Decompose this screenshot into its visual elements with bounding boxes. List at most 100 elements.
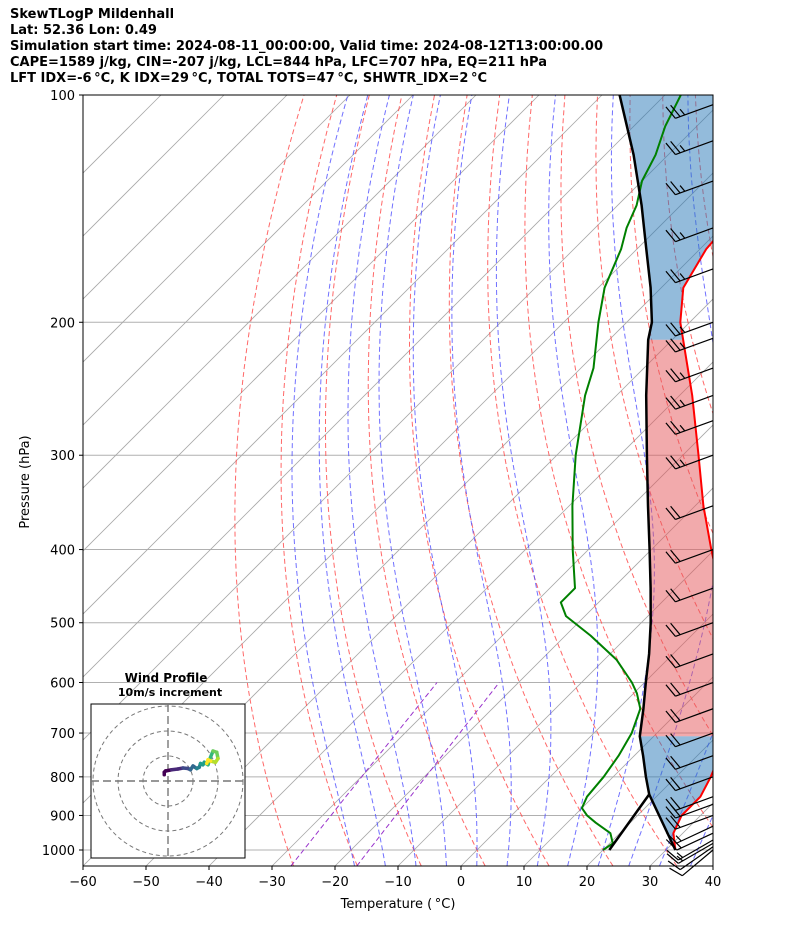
isotherm-line <box>712 865 713 866</box>
wind-barb <box>669 849 714 877</box>
dry-adiabat <box>325 95 422 866</box>
mixing-ratio-line <box>356 682 500 866</box>
isotherm-line <box>83 95 603 615</box>
y-tick-label: 1000 <box>42 844 75 859</box>
dry-adiabat <box>487 95 678 866</box>
wind-barb <box>665 268 714 284</box>
dewpoint-line <box>559 95 682 851</box>
y-tick-label: 300 <box>50 449 75 464</box>
moist-adiabat <box>412 95 478 866</box>
x-tick-label: −40 <box>195 875 222 890</box>
hodograph-segment <box>205 758 210 766</box>
moist-adiabat <box>318 95 386 866</box>
isotherm-line <box>208 361 713 866</box>
indices-line-2: LFT IDX=-6 °C, K IDX=29 °C, TOTAL TOTS=4… <box>10 71 488 86</box>
wind-barb <box>665 420 714 435</box>
parcel-line <box>608 95 654 851</box>
dry-adiabat <box>409 95 550 866</box>
moist-adiabat <box>378 95 447 866</box>
hodograph-title: Wind Profile <box>125 671 208 685</box>
wind-barb <box>665 367 714 383</box>
moist-adiabat <box>347 95 417 866</box>
dry-adiabat <box>448 95 614 866</box>
wind-barb <box>666 839 714 861</box>
y-tick-label: 700 <box>50 727 75 742</box>
dry-adiabat <box>524 95 713 829</box>
moist-adiabat <box>628 95 713 866</box>
y-tick-label: 600 <box>50 677 75 692</box>
dry-adiabat <box>367 95 486 866</box>
isotherm-line <box>460 613 713 866</box>
wind-barb <box>665 622 714 637</box>
wind-barb <box>665 505 714 521</box>
wind-barb <box>665 653 714 669</box>
time-line: Simulation start time: 2024-08-11_00:00:… <box>10 39 603 54</box>
y-tick-label: 400 <box>50 544 75 559</box>
wind-barb <box>665 548 714 564</box>
wind-barb <box>665 814 714 830</box>
x-tick-label: 40 <box>705 875 722 890</box>
isotherm-line <box>83 95 351 363</box>
wind-barb <box>665 755 714 770</box>
wind-barb <box>665 825 714 844</box>
isotherm-line <box>83 95 540 552</box>
x-tick-label: −30 <box>258 875 285 890</box>
y-tick-label: 500 <box>50 617 75 632</box>
moist-adiabat <box>291 95 355 866</box>
y-tick-label: 800 <box>50 771 75 786</box>
x-tick-label: 20 <box>579 875 596 890</box>
dry-adiabat <box>761 95 794 866</box>
isotherm-line <box>83 95 414 426</box>
moist-adiabat <box>495 95 552 866</box>
x-tick-label: −20 <box>321 875 348 890</box>
wind-barb <box>665 732 714 748</box>
isotherm-line <box>83 95 225 237</box>
isotherm-line <box>397 550 713 866</box>
location-line: Lat: 52.36 Lon: 0.49 <box>10 23 157 38</box>
wind-barb <box>665 681 714 697</box>
chart-title: SkewTLogP Mildenhall <box>10 7 175 22</box>
parcel-surface-line <box>648 793 677 851</box>
cape-area <box>639 339 713 737</box>
mixing-ratio-line <box>290 682 438 866</box>
dry-adiabat <box>280 95 358 866</box>
temperature-line <box>672 239 713 851</box>
wind-barb <box>665 394 714 410</box>
isotherm-line <box>83 95 666 678</box>
wind-barb <box>665 832 714 851</box>
moist-adiabat <box>451 95 512 866</box>
wind-barb <box>665 337 714 353</box>
wind-barb <box>665 796 714 811</box>
wind-barb <box>665 140 714 156</box>
x-tick-label: −50 <box>132 875 159 890</box>
isotherm-line <box>334 487 713 866</box>
isotherm-line <box>145 298 713 866</box>
wind-barb <box>665 776 714 792</box>
hodograph-subtitle: 10m/s increment <box>118 686 222 699</box>
moist-adiabat <box>548 95 599 866</box>
y-tick-label: 100 <box>50 89 75 104</box>
wind-barb <box>665 708 714 723</box>
wind-barb <box>665 587 714 603</box>
wind-barb <box>665 454 714 470</box>
y-axis-label: Pressure (hPa) <box>18 435 33 528</box>
indices-line-1: CAPE=1589 j/kg, CIN=-207 j/kg, LCL=844 h… <box>10 55 548 70</box>
chart-header: SkewTLogP Mildenhall Lat: 52.36 Lon: 0.4… <box>10 7 603 87</box>
isotherm-line <box>83 109 713 741</box>
wind-barb <box>665 321 714 337</box>
isotherm-line <box>271 424 713 866</box>
wind-barb <box>665 227 714 243</box>
x-tick-label: 0 <box>457 875 465 890</box>
y-tick-label: 900 <box>50 809 75 824</box>
cin-area <box>639 736 713 850</box>
moist-adiabat <box>721 95 794 866</box>
wind-barb <box>665 180 714 196</box>
x-axis-label: Temperature ( °C) <box>340 897 456 912</box>
x-tick-label: 10 <box>516 875 533 890</box>
x-tick-label: −60 <box>69 875 96 890</box>
x-tick-label: −10 <box>384 875 411 890</box>
isotherm-line <box>83 95 288 300</box>
wind-barb <box>665 104 714 119</box>
dry-adiabat <box>234 95 305 866</box>
